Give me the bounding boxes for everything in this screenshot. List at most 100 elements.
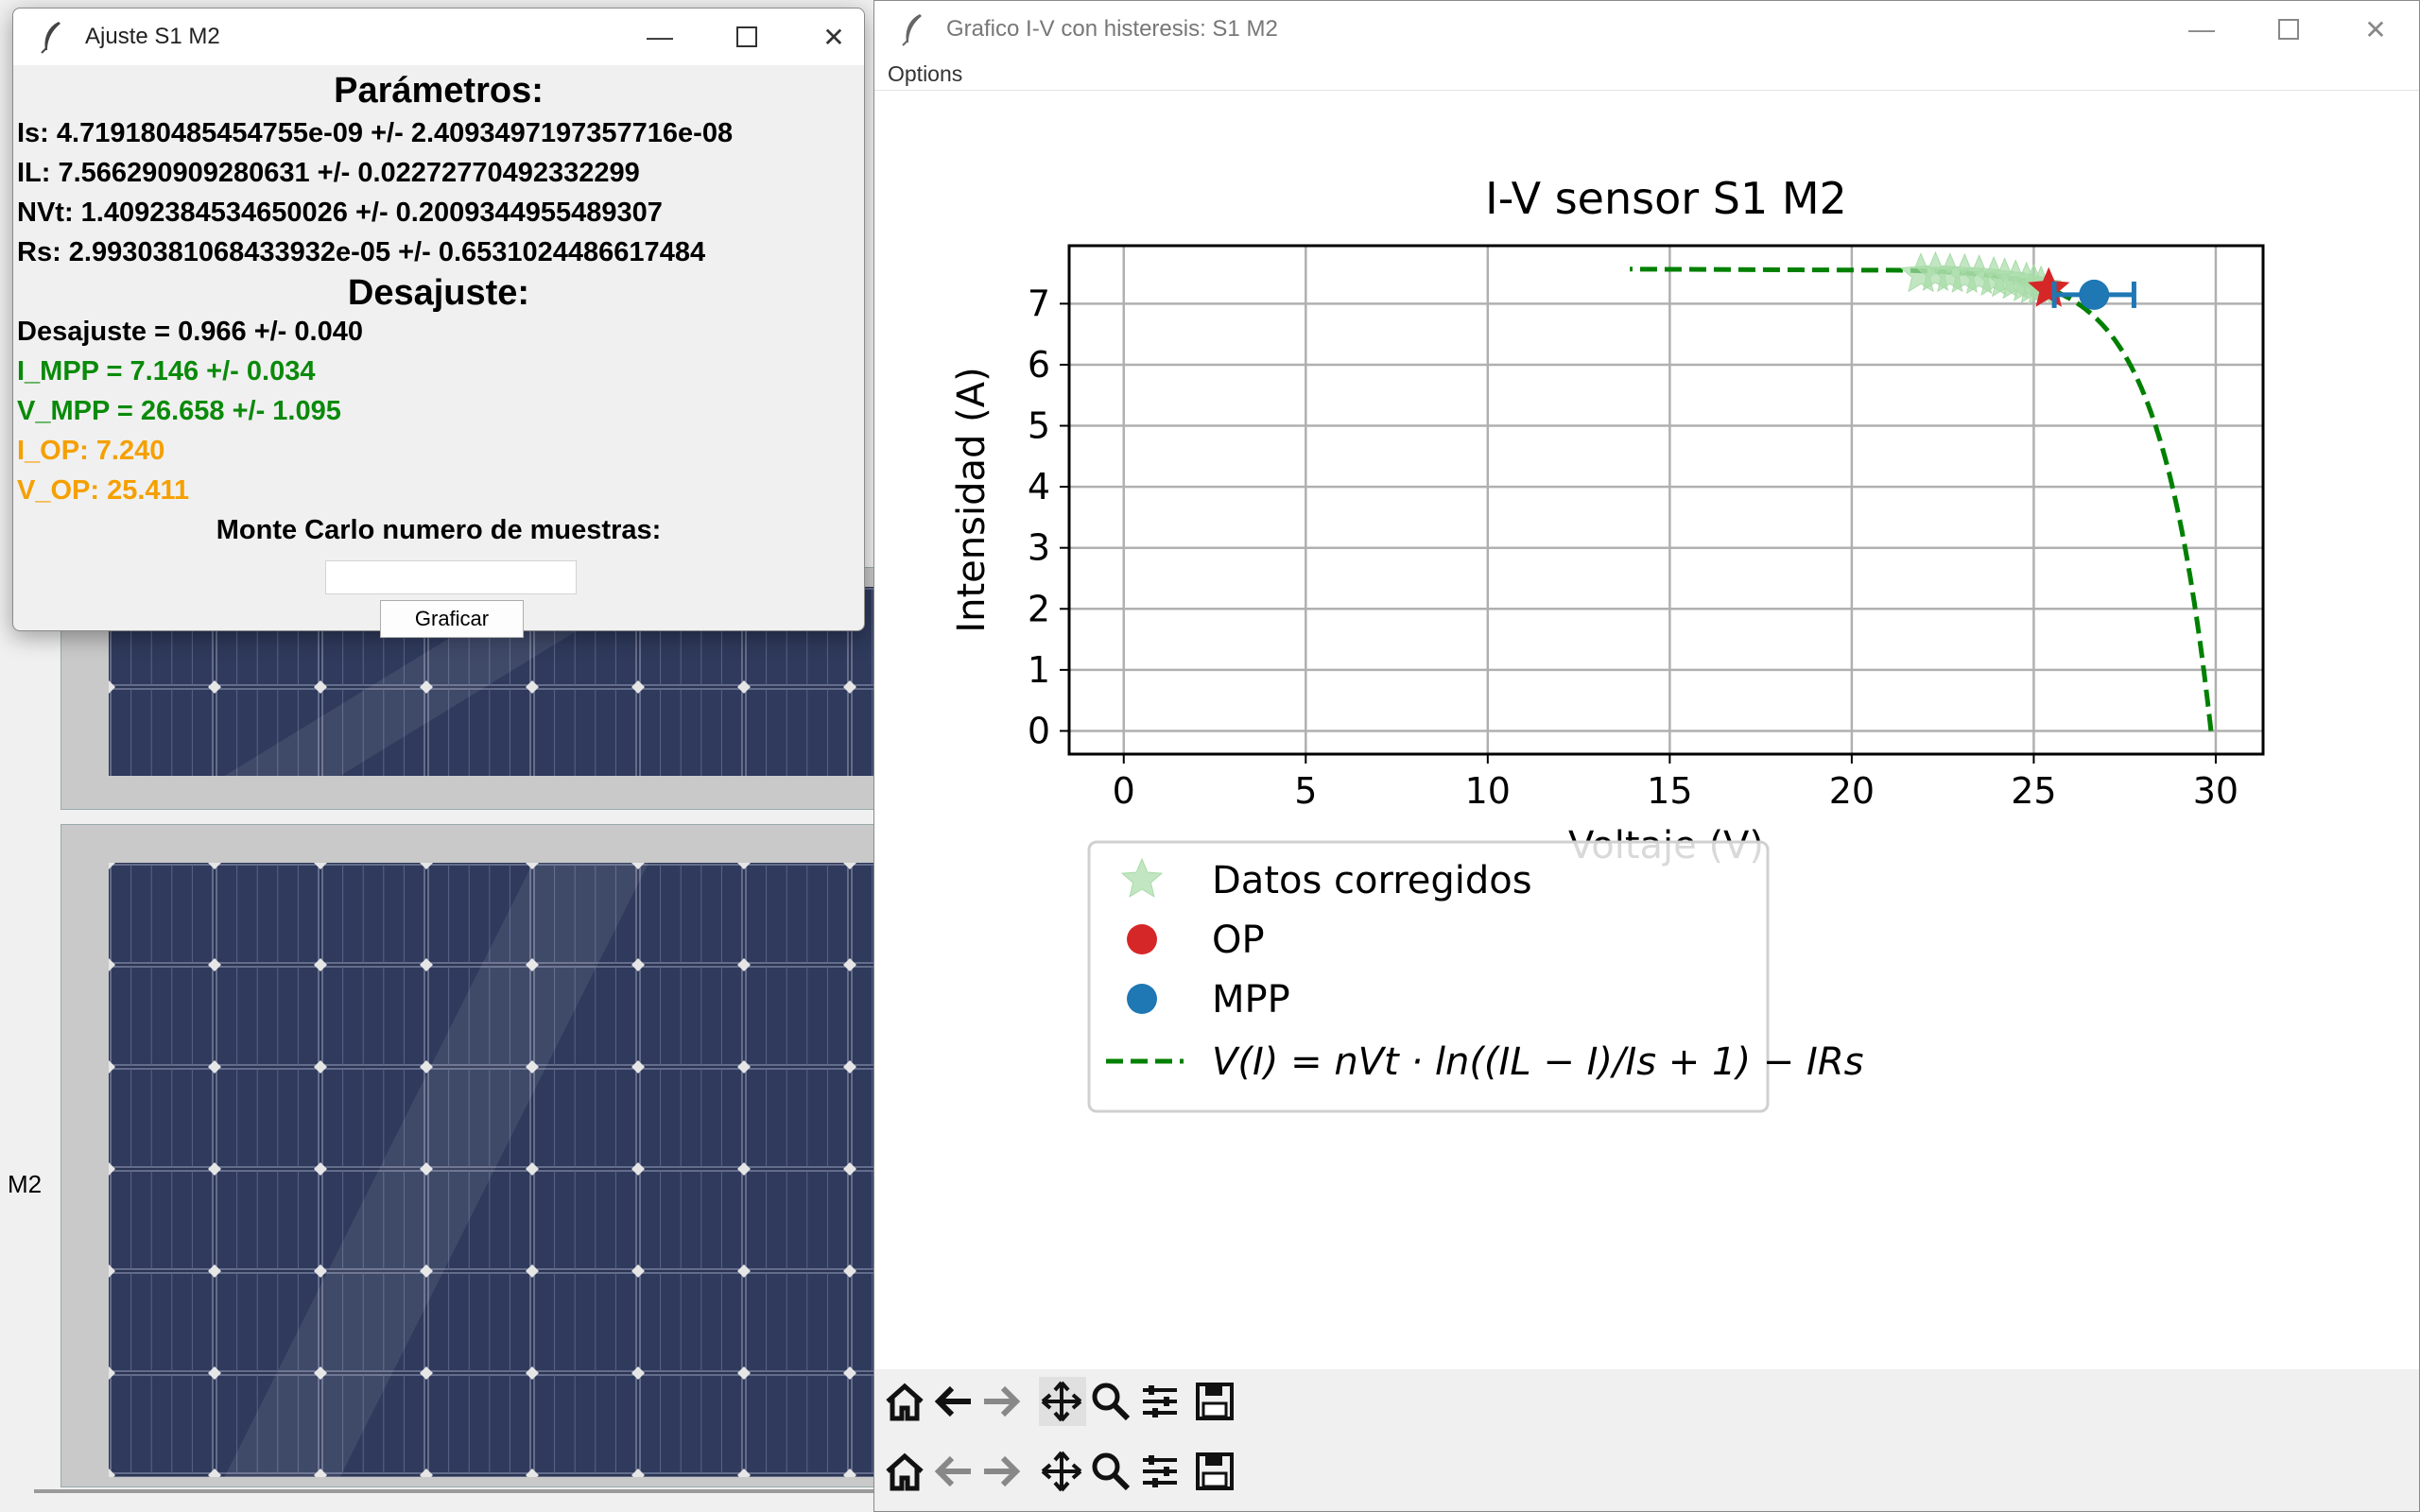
solar-panel-bottom[interactable] [60,824,881,1487]
cell-joint [314,1060,327,1074]
zoom-icon[interactable] [1092,1452,1131,1491]
cell-joint [631,1264,645,1278]
cell-joint [109,680,115,694]
plot-window-titlebar[interactable]: Grafico I-V con histeresis: S1 M2 — ✕ [874,1,2419,58]
cell-joint [314,680,327,694]
solar-cell [533,1170,637,1270]
cell-joint [208,958,221,971]
solar-cell [110,688,214,776]
param-nvt: NVt: 1.4092384534650026 +/- 0.2009344955… [17,198,663,228]
fit-window-body: Parámetros: Is: 4.719180485454755e-09 +/… [13,65,864,638]
zoom-icon[interactable] [1092,1383,1131,1421]
solar-panel-bottom-cells [109,863,880,1477]
monte-carlo-label: Monte Carlo numero de muestras: [216,515,662,545]
solar-cell [216,1374,320,1474]
solar-cell [216,1170,320,1270]
minimize-button[interactable]: — [2188,14,2215,43]
configure-subplots-icon[interactable] [1143,1385,1177,1418]
cell-joint [314,958,327,971]
cell-joint [208,1264,221,1278]
solar-cell [745,966,849,1066]
cell-joint [109,863,115,869]
minimize-button[interactable]: — [647,22,673,51]
menu-options[interactable]: Options [888,61,963,86]
cell-joint [737,958,751,971]
cell-joint [314,863,327,869]
y-tick-label: 4 [1028,466,1050,507]
cell-joint [737,1469,751,1477]
cell-joint [314,1162,327,1176]
cell-joint [208,1162,221,1176]
solar-cell [110,966,214,1066]
solar-cell [427,864,531,964]
solar-cell [216,1272,320,1372]
solar-cells-grid-bottom [109,863,880,1477]
pan-icon[interactable] [1041,1451,1082,1492]
toolbar-icons-2 [886,1451,1234,1492]
save-icon[interactable] [1196,1383,1234,1420]
solar-cell [216,1068,320,1168]
side-label-m2: M2 [8,1170,43,1198]
maximize-button[interactable] [703,9,790,65]
solar-cell [427,1374,531,1474]
fit-window-titlebar[interactable]: Ajuste S1 M2 — ✕ [13,9,864,65]
y-axis-label: Intensidad (A) [950,367,994,632]
close-button[interactable]: ✕ [822,22,845,52]
solar-cell [745,864,849,964]
solar-cell [110,1272,214,1372]
configure-subplots-icon[interactable] [1143,1455,1177,1487]
x-tick-label: 25 [2011,770,2056,812]
x-tick-label: 20 [1829,770,1875,812]
y-tick-label: 0 [1028,710,1050,751]
i-op-value: I_OP: 7.240 [17,436,165,466]
monte-carlo-samples-input[interactable] [325,560,577,594]
solar-cell [639,864,743,964]
cell-joint [737,1366,751,1380]
forward-icon[interactable] [984,1455,1021,1487]
feather-icon [41,22,60,54]
cell-joint [843,1469,856,1477]
home-icon[interactable] [886,1383,924,1421]
bottom-scrollbar[interactable] [34,1489,875,1493]
pan-icon[interactable] [1041,1381,1082,1422]
solar-cell [745,1170,849,1270]
solar-cell [639,1068,743,1168]
plot-canvas[interactable]: I-V sensor S1 M205101520253001234567Volt… [874,91,2419,1369]
close-button[interactable]: ✕ [2364,14,2387,44]
graficar-button[interactable]: Graficar [380,600,524,638]
solar-cell [533,1272,637,1372]
legend-box [1087,840,1770,1113]
param-rs: Rs: 2.9930381068433932e-05 +/- 0.6531024… [17,237,706,267]
solar-cell [110,1068,214,1168]
back-icon[interactable] [934,1385,971,1418]
cell-joint [737,680,751,694]
save-icon[interactable] [1196,1452,1234,1490]
legend-mpp-marker [1127,984,1157,1014]
desajuste-heading: Desajuste: [347,273,530,313]
param-il: IL: 7.566290909280631 +/- 0.022727704923… [17,158,640,188]
cell-joint [314,1469,327,1477]
solar-cell [745,1374,849,1474]
back-icon[interactable] [934,1455,971,1487]
desajuste-value: Desajuste = 0.966 +/- 0.040 [17,317,363,347]
cell-joint [737,1264,751,1278]
navigation-toolbar-1 [874,1369,2419,1434]
cell-joint [208,1469,221,1477]
home-icon[interactable] [886,1452,924,1491]
maximize-button[interactable] [2245,1,2332,58]
solar-cell [533,966,637,1066]
solar-cell [639,966,743,1066]
cell-joint [631,1366,645,1380]
forward-icon[interactable] [984,1385,1021,1418]
cell-joint [109,1469,115,1477]
solar-cell [427,966,531,1066]
cell-joint [843,1366,856,1380]
maximize-icon [736,26,757,47]
solar-cell [427,688,531,776]
cell-joint [631,1162,645,1176]
y-tick-label: 7 [1028,283,1050,324]
solar-cell [321,1068,425,1168]
panel-reflection [224,863,649,1477]
cell-joint [420,680,433,694]
feather-icon [902,14,922,46]
